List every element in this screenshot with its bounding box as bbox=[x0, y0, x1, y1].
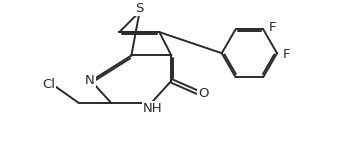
Text: Cl: Cl bbox=[42, 78, 55, 91]
Text: F: F bbox=[282, 48, 290, 61]
Text: F: F bbox=[268, 21, 276, 34]
Text: S: S bbox=[135, 2, 144, 15]
Text: N: N bbox=[84, 74, 94, 87]
Text: O: O bbox=[198, 87, 209, 100]
Text: NH: NH bbox=[143, 102, 163, 115]
